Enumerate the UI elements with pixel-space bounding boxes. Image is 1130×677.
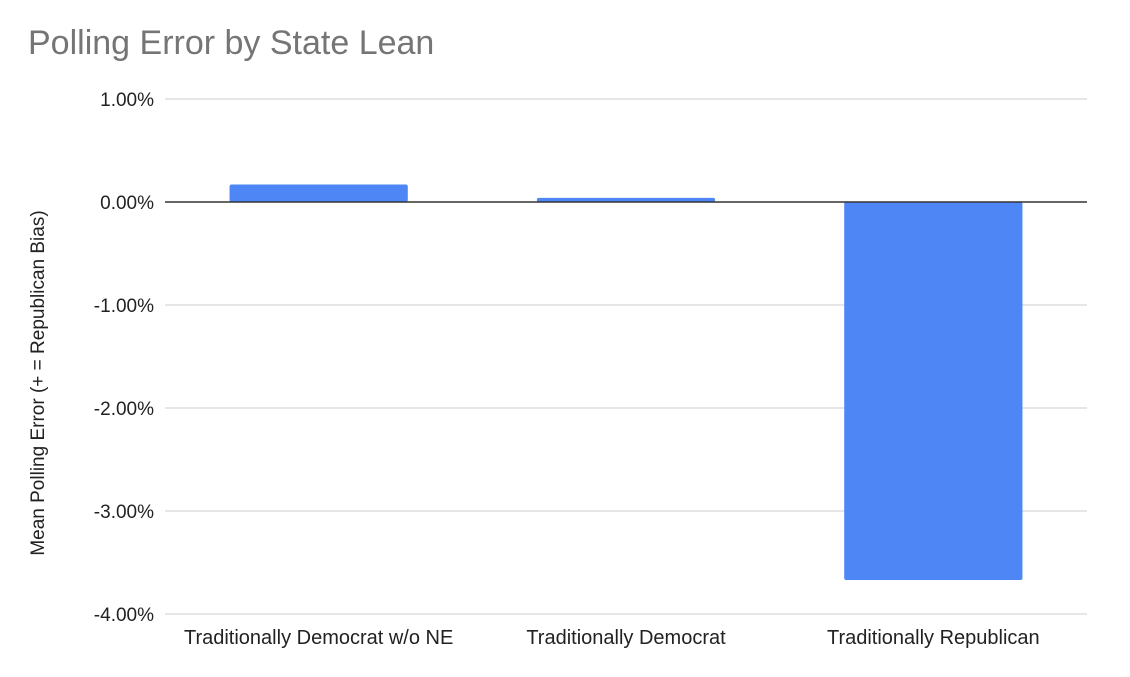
y-axis-title: Mean Polling Error (+ = Republican Bias) (28, 210, 49, 555)
chart-title: Polling Error by State Lean (28, 24, 435, 62)
y-axis-ticks: 1.00% 0.00% -1.00% -2.00% -3.00% -4.00% (94, 90, 154, 626)
x-category-label: Traditionally Democrat (526, 627, 726, 649)
bar-3 (844, 202, 1023, 581)
bars (229, 184, 1023, 581)
bar-1 (229, 184, 408, 202)
x-category-label: Traditionally Democrat w/o NE (184, 627, 453, 649)
y-tick-label: -2.00% (94, 399, 154, 420)
y-tick-label: 0.00% (100, 193, 154, 214)
bar-2 (536, 197, 716, 202)
x-category-label: Traditionally Republican (827, 627, 1040, 649)
y-tick-label: -3.00% (94, 502, 154, 523)
y-tick-label: 1.00% (100, 90, 154, 111)
x-axis-categories: Traditionally Democrat w/o NE Traditional… (184, 627, 1040, 649)
y-tick-label: -4.00% (94, 605, 154, 626)
y-tick-label: -1.00% (94, 296, 154, 317)
